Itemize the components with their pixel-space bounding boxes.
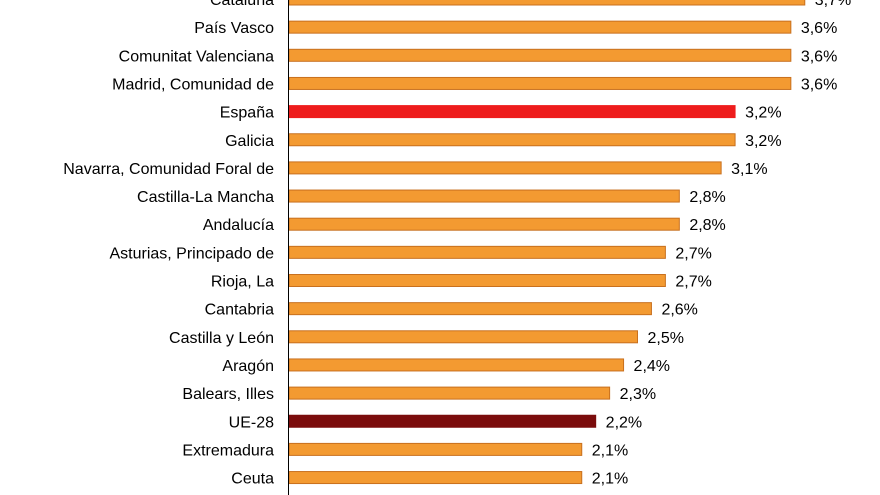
category-label-espana: España — [220, 105, 274, 122]
value-label-asturias-principado-de: 2,7% — [675, 245, 711, 262]
bar-ceuta — [288, 471, 583, 485]
category-label-asturias-principado-de: Asturias, Principado de — [109, 245, 274, 262]
bars-group — [288, 0, 806, 485]
bar-comunitat-valenciana — [288, 48, 792, 62]
value-label-ue-28: 2,2% — [606, 414, 642, 431]
value-label-castilla-y-leon: 2,5% — [648, 330, 684, 347]
bar-navarra-comunidad-foral-de — [288, 161, 722, 175]
category-label-extremadura: Extremadura — [182, 442, 274, 459]
category-label-ue-28: UE-28 — [229, 414, 274, 431]
value-label-castilla-la-mancha: 2,8% — [689, 189, 725, 206]
category-label-ceuta: Ceuta — [231, 471, 274, 488]
category-label-rioja-la: Rioja, La — [211, 274, 274, 291]
bar-espana — [288, 105, 736, 119]
bar-castilla-y-leon — [288, 330, 638, 344]
category-labels: Cataluña País Vasco Comunitat Valenciana Ma… — [63, 0, 274, 488]
category-label-castilla-y-leon: Castilla y León — [169, 330, 274, 347]
category-label-andalucia: Andalucía — [203, 217, 274, 234]
value-label-extremadura: 2,1% — [592, 442, 628, 459]
bar-aragon — [288, 358, 625, 372]
value-label-pais-vasco: 3,6% — [801, 20, 837, 37]
value-label-ceuta: 2,1% — [592, 471, 628, 488]
bar-castilla-la-mancha — [288, 189, 680, 203]
value-label-navarra-comunidad-foral-de: 3,1% — [731, 161, 767, 178]
category-label-galicia: Galicia — [225, 133, 274, 150]
value-label-andalucia: 2,8% — [689, 217, 725, 234]
value-label-madrid-comunidad-de: 3,6% — [801, 76, 837, 93]
category-label-comunitat-valenciana: Comunitat Valenciana — [119, 48, 274, 65]
category-label-navarra-comunidad-foral-de: Navarra, Comunidad Foral de — [63, 161, 274, 178]
bar-rioja-la — [288, 274, 666, 287]
bar-galicia — [288, 133, 736, 147]
bar-andalucia — [288, 217, 680, 231]
value-label-aragon: 2,4% — [634, 358, 670, 375]
value-label-cantabria: 2,6% — [661, 302, 697, 319]
category-label-cataluna: Cataluña — [210, 0, 274, 9]
category-label-balears-illes: Balears, Illes — [182, 386, 274, 403]
bar-madrid-comunidad-de — [288, 76, 792, 90]
category-label-cantabria: Cantabria — [205, 302, 274, 319]
bar-ue-28 — [288, 414, 597, 428]
bar-cantabria — [288, 302, 652, 316]
bar-asturias-principado-de — [288, 245, 666, 259]
value-label-galicia: 3,2% — [745, 133, 781, 150]
category-label-pais-vasco: País Vasco — [194, 20, 274, 37]
bar-balears-illes — [288, 386, 611, 400]
value-label-comunitat-valenciana: 3,6% — [801, 48, 837, 65]
value-labels: 3,7% 3,6% 3,6% 3,6% 3,2% 3,2% 3,1% 2,8% 2,8% 2,7%… — [592, 0, 852, 488]
category-label-madrid-comunidad-de: Madrid, Comunidad de — [112, 76, 274, 93]
value-label-balears-illes: 2,3% — [620, 386, 656, 403]
bar-cataluna — [288, 0, 806, 6]
value-label-cataluna: 3,7% — [815, 0, 851, 9]
bar-pais-vasco — [288, 20, 792, 34]
category-label-aragon: Aragón — [222, 358, 274, 375]
value-label-rioja-la: 2,7% — [675, 274, 711, 291]
category-label-castilla-la-mancha: Castilla-La Mancha — [137, 189, 274, 206]
value-label-espana: 3,2% — [745, 105, 781, 122]
bar-extremadura — [288, 442, 583, 456]
